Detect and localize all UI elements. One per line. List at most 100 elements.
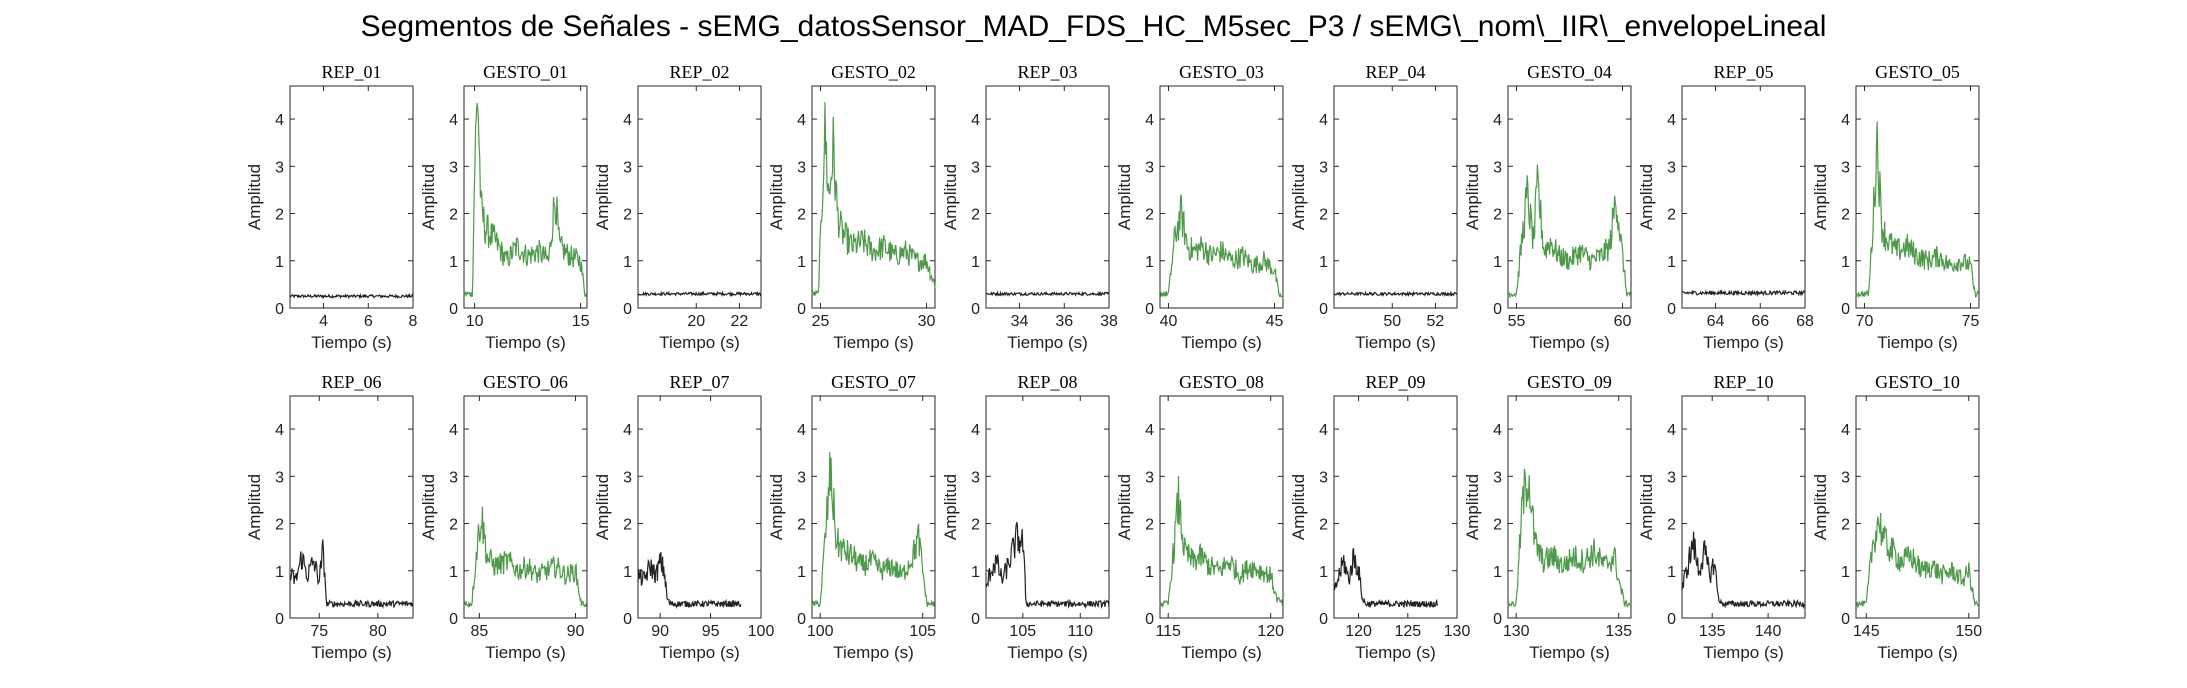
y-tick-label: 0 [797,611,806,628]
panel-rep-06: REP_06 0 1 2 3 4 75 80 Tiempo (s) Amplitud [245,372,414,662]
y-tick-label: 3 [1493,159,1502,176]
y-tick-label: 2 [1841,207,1850,224]
panel-gesto-10: GESTO_10 0 1 2 3 4 145 150 Tiempo (s) Amplitud [1811,372,1982,662]
x-tick-label: 70 [1856,313,1874,330]
panel-title: REP_01 [321,62,381,82]
signal-line [811,452,936,607]
y-tick-label: 0 [623,611,632,628]
y-tick-label: 0 [275,611,284,628]
signal-line [1855,512,1980,610]
panel-rep-01: REP_01 0 1 2 3 4 4 6 8 Tiempo (s) Amplitud [245,62,418,352]
x-axis-label: Tiempo (s) [833,643,914,662]
y-tick-label: 2 [449,207,458,224]
panel-rep-04: REP_04 0 1 2 3 4 50 52 Tiempo (s) Amplitud [1289,62,1458,352]
x-axis-label: Tiempo (s) [1181,643,1262,662]
axes-box [1681,395,1806,619]
figure-title: Segmentos de Señales - sEMG_datosSensor_… [360,10,1827,43]
y-tick-label: 4 [275,422,284,439]
y-tick-label: 4 [1493,422,1502,439]
x-tick-label: 80 [369,623,387,640]
y-tick-label: 3 [971,159,980,176]
signal-line [1508,164,1632,299]
x-tick-label: 22 [731,313,749,330]
x-tick-label: 4 [319,313,328,330]
y-axis-label: Amplitud [1115,474,1134,540]
axes-box [463,85,588,309]
y-tick-label: 4 [1145,422,1154,439]
y-tick-label: 2 [971,517,980,534]
y-tick-label: 2 [1667,517,1676,534]
x-tick-label: 115 [1155,623,1181,640]
x-tick-label: 10 [466,313,484,330]
y-axis-label: Amplitud [245,164,264,230]
x-tick-label: 100 [807,623,834,640]
y-tick-label: 4 [449,112,458,129]
signal-line [289,292,414,300]
y-tick-label: 1 [1319,254,1328,271]
x-tick-label: 75 [1962,313,1980,330]
y-axis-label: Amplitud [941,474,960,540]
axes-box [1333,395,1458,619]
signal-line [1507,468,1632,608]
y-tick-label: 2 [797,517,806,534]
signal-line [1333,547,1438,609]
panel-gesto-09: GESTO_09 0 1 2 3 4 130 135 Tiempo (s) Amplitud [1463,372,1632,662]
y-axis-label: Amplitud [419,474,438,540]
y-tick-label: 4 [797,422,806,439]
panel-title: REP_06 [321,372,381,392]
y-tick-label: 4 [1667,112,1676,129]
y-tick-label: 1 [623,564,632,581]
axes-box [289,85,414,309]
x-tick-label: 85 [470,623,488,640]
y-tick-label: 1 [1841,564,1850,581]
y-axis-label: Amplitud [419,164,438,230]
panel-title: GESTO_08 [1179,372,1264,392]
panel-title: REP_03 [1017,62,1077,82]
panel-title: GESTO_06 [483,372,568,392]
signal-line [985,522,1110,609]
x-tick-label: 135 [1605,623,1632,640]
y-tick-label: 1 [623,254,632,271]
panel-rep-02: REP_02 0 1 2 3 4 20 22 Tiempo (s) Amplitud [593,62,762,352]
y-tick-label: 1 [449,254,458,271]
axes-box [637,85,762,309]
panel-title: REP_02 [669,62,729,82]
y-tick-label: 1 [1145,254,1154,271]
y-tick-label: 2 [1493,207,1502,224]
y-tick-label: 0 [1145,611,1154,628]
signal-line [811,102,936,296]
x-axis-label: Tiempo (s) [1355,333,1436,352]
y-tick-label: 0 [275,301,284,318]
x-tick-label: 20 [687,313,705,330]
panel-title: GESTO_09 [1527,372,1612,392]
x-tick-label: 8 [409,313,418,330]
panel-title: GESTO_07 [831,372,916,392]
y-tick-label: 0 [1145,301,1154,318]
panel-rep-09: REP_09 0 1 2 3 4 120 125 130 Tiempo (s) Amplitud [1289,372,1470,662]
y-tick-label: 2 [275,517,284,534]
y-tick-label: 4 [623,422,632,439]
panel-rep-08: REP_08 0 1 2 3 4 105 110 Tiempo (s) Amplitud [941,372,1110,662]
y-tick-label: 0 [1667,611,1676,628]
x-axis-label: Tiempo (s) [1529,643,1610,662]
y-axis-label: Amplitud [1463,474,1482,540]
x-tick-label: 105 [1009,623,1036,640]
y-tick-label: 0 [971,301,980,318]
y-tick-label: 2 [1319,207,1328,224]
signal-line [637,290,762,298]
panel-title: REP_04 [1365,62,1425,82]
x-axis-label: Tiempo (s) [1181,333,1262,352]
y-axis-label: Amplitud [941,164,960,230]
x-tick-label: 15 [572,313,590,330]
x-tick-label: 6 [364,313,373,330]
panel-gesto-08: GESTO_08 0 1 2 3 4 115 120 Tiempo (s) Amplitud [1115,372,1284,662]
x-axis-label: Tiempo (s) [1877,333,1958,352]
x-tick-label: 130 [1444,623,1471,640]
x-tick-label: 40 [1160,313,1178,330]
y-tick-label: 0 [797,301,806,318]
x-tick-label: 130 [1503,623,1530,640]
y-tick-label: 1 [1493,254,1502,271]
y-tick-label: 1 [971,564,980,581]
